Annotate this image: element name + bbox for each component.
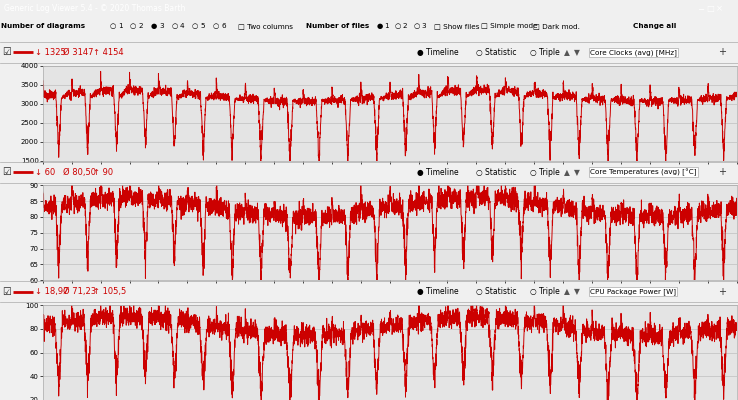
Text: ▼: ▼ xyxy=(574,168,580,177)
Text: Change all: Change all xyxy=(633,24,677,30)
Text: ○: ○ xyxy=(192,24,199,30)
Text: ● Timeline: ● Timeline xyxy=(417,287,458,296)
Text: 3: 3 xyxy=(421,24,426,30)
Text: 6: 6 xyxy=(221,24,226,30)
Text: 3: 3 xyxy=(159,24,164,30)
Text: ▼: ▼ xyxy=(574,48,580,57)
Text: 2: 2 xyxy=(403,24,407,30)
Text: ○ Triple: ○ Triple xyxy=(530,168,559,177)
Text: □ Simple mode: □ Simple mode xyxy=(481,24,538,30)
Text: Number of files: Number of files xyxy=(306,24,370,30)
Text: ↓ 18,97: ↓ 18,97 xyxy=(35,287,69,296)
Text: ○: ○ xyxy=(109,24,116,30)
Text: Core Clocks (avg) [MHz]: Core Clocks (avg) [MHz] xyxy=(590,49,677,56)
Text: Number of diagrams: Number of diagrams xyxy=(1,24,86,30)
Text: ○ Triple: ○ Triple xyxy=(530,287,559,296)
Text: ○ Statistic: ○ Statistic xyxy=(476,48,517,57)
Text: +: + xyxy=(718,47,725,57)
Text: □ Dark mod.: □ Dark mod. xyxy=(533,24,580,30)
Text: ↓ 1325: ↓ 1325 xyxy=(35,48,66,57)
Text: ↓ 60: ↓ 60 xyxy=(35,168,55,177)
Text: ☑: ☑ xyxy=(2,287,11,297)
Text: Core Temperatures (avg) [°C]: Core Temperatures (avg) [°C] xyxy=(590,168,697,176)
Text: +: + xyxy=(718,167,725,177)
Text: 1: 1 xyxy=(118,24,123,30)
Text: Generic Log Viewer 5.4 - © 2020 Thomas Barth: Generic Log Viewer 5.4 - © 2020 Thomas B… xyxy=(4,4,185,13)
Text: ○ Triple: ○ Triple xyxy=(530,48,559,57)
Text: □: □ xyxy=(706,4,714,13)
Text: □ Show files: □ Show files xyxy=(434,24,480,30)
Text: ─: ─ xyxy=(698,4,703,13)
Text: 1: 1 xyxy=(384,24,389,30)
Text: ○: ○ xyxy=(395,24,401,30)
Text: CPU Package Power [W]: CPU Package Power [W] xyxy=(590,288,677,295)
Text: ○: ○ xyxy=(171,24,178,30)
Text: □ Two columns: □ Two columns xyxy=(238,24,293,30)
Text: ●: ● xyxy=(376,24,383,30)
Text: ▲: ▲ xyxy=(564,287,570,296)
Text: ●: ● xyxy=(151,24,157,30)
Text: ○: ○ xyxy=(413,24,420,30)
Text: ○ Statistic: ○ Statistic xyxy=(476,287,517,296)
Text: 2: 2 xyxy=(139,24,143,30)
Text: 4: 4 xyxy=(180,24,184,30)
Text: ○ Statistic: ○ Statistic xyxy=(476,168,517,177)
Text: ○: ○ xyxy=(213,24,219,30)
Text: Ø 71,23: Ø 71,23 xyxy=(63,287,96,296)
Text: ○: ○ xyxy=(130,24,137,30)
Text: ↑ 4154: ↑ 4154 xyxy=(93,48,123,57)
Text: ▲: ▲ xyxy=(564,168,570,177)
Text: Ø 3147: Ø 3147 xyxy=(63,48,93,57)
Text: ↑ 105,5: ↑ 105,5 xyxy=(93,287,126,296)
Text: ☑: ☑ xyxy=(2,167,11,177)
Text: Ø 80,50: Ø 80,50 xyxy=(63,168,96,177)
Text: ▲: ▲ xyxy=(564,48,570,57)
Text: 5: 5 xyxy=(201,24,205,30)
Text: ×: × xyxy=(716,4,723,13)
Text: ☑: ☑ xyxy=(2,47,11,57)
Text: ↑ 90: ↑ 90 xyxy=(93,168,113,177)
Text: ● Timeline: ● Timeline xyxy=(417,168,458,177)
Text: ▼: ▼ xyxy=(574,287,580,296)
Text: ● Timeline: ● Timeline xyxy=(417,48,458,57)
Text: +: + xyxy=(718,287,725,297)
